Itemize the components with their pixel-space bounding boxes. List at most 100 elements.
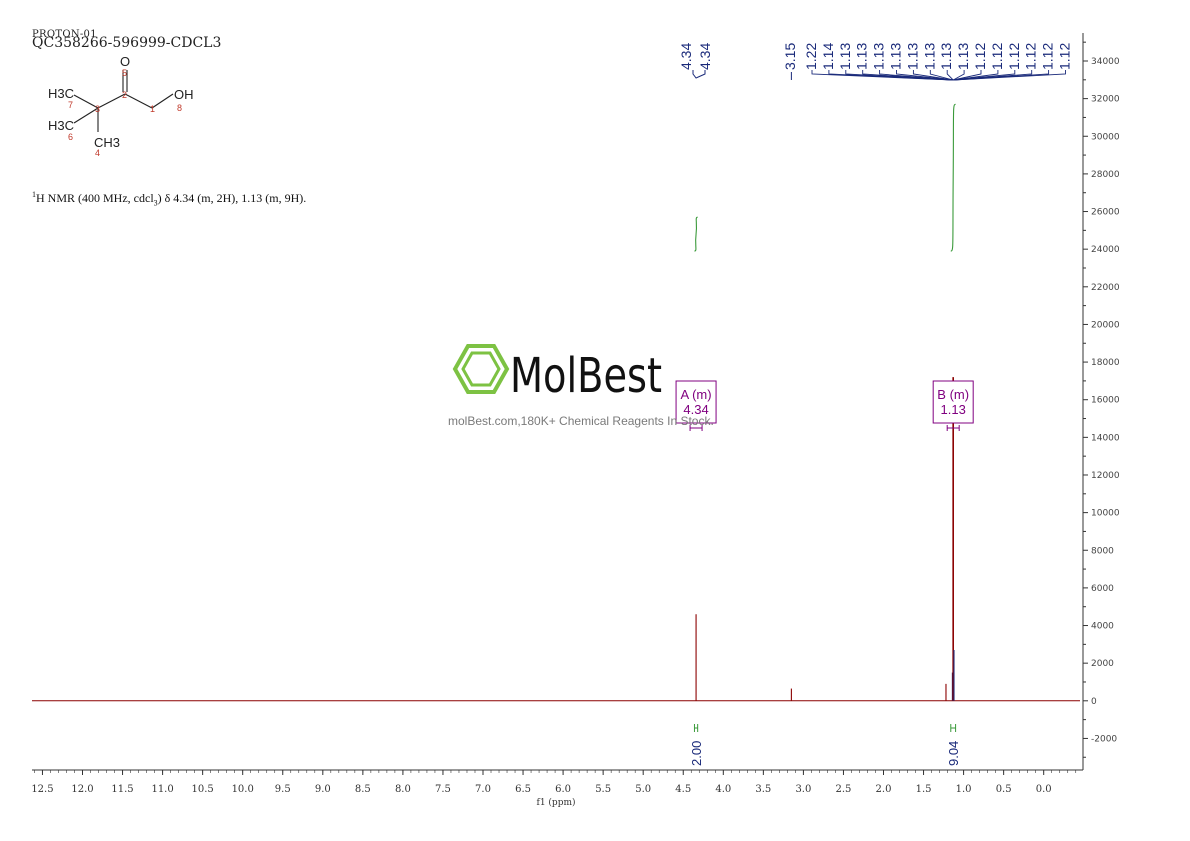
peak-label-connector <box>953 70 1066 81</box>
atom-num-7: 7 <box>68 100 73 110</box>
peak-label: 3.15 <box>782 43 798 70</box>
atom-o: O <box>120 54 130 69</box>
solvent-subscript: 3 <box>153 198 158 208</box>
peak-label: 1.12 <box>1023 43 1039 70</box>
atom-oh: OH <box>174 87 194 102</box>
integral-value: 2.00 <box>689 741 704 766</box>
y-tick-label: 8000 <box>1091 546 1114 556</box>
atom-num-8: 8 <box>177 103 182 113</box>
y-tick-label: 32000 <box>1091 95 1120 105</box>
atom-h3c-7: H3C <box>48 86 74 101</box>
y-tick-label: 20000 <box>1091 320 1120 330</box>
y-tick-label: 24000 <box>1091 245 1120 255</box>
peak-label: 1.13 <box>837 43 853 70</box>
x-tick-label: 0.5 <box>996 784 1012 795</box>
peak-label-connector <box>946 70 954 81</box>
multiplet-name: A (m) <box>681 387 712 402</box>
x-tick-label: 2.5 <box>835 784 851 795</box>
multiplet-shift: 4.34 <box>683 402 708 417</box>
integral-value: 9.04 <box>946 741 961 766</box>
x-tick-label: 3.5 <box>755 784 771 795</box>
benzene-outer-icon <box>452 344 510 394</box>
bond <box>124 93 153 109</box>
multiplet-name: B (m) <box>937 387 969 402</box>
peak-label: 1.12 <box>1006 43 1022 70</box>
y-tick-label: 0 <box>1091 697 1097 707</box>
integral-curve <box>950 103 956 252</box>
peak-label: 1.12 <box>972 43 988 70</box>
peak-label: 1.13 <box>938 43 954 70</box>
peak-label: 1.13 <box>921 43 937 70</box>
atom-num-4: 4 <box>95 148 100 158</box>
x-tick-label: 8.0 <box>395 784 411 795</box>
peak-label: 1.12 <box>989 43 1005 70</box>
y-tick-label: 34000 <box>1091 57 1120 67</box>
x-tick-label: 11.0 <box>151 784 173 795</box>
x-tick-label: 4.5 <box>675 784 691 795</box>
peak-label: 1.12 <box>1040 43 1056 70</box>
y-tick-label: -2000 <box>1091 734 1117 744</box>
peak-label: 4.34 <box>678 43 694 70</box>
experiment-label: PROTON-01 <box>32 29 97 40</box>
x-tick-label: 6.0 <box>555 784 571 795</box>
x-tick-label: 4.0 <box>715 784 731 795</box>
peak-label: 1.13 <box>955 43 971 70</box>
x-tick-label: 1.5 <box>916 784 932 795</box>
bond <box>73 94 99 109</box>
x-tick-label: 12.0 <box>71 784 93 795</box>
x-tick-label: 7.0 <box>475 784 491 795</box>
y-tick-label: 30000 <box>1091 132 1120 142</box>
y-tick-label: 26000 <box>1091 208 1120 218</box>
peak-label: 4.34 <box>697 43 713 70</box>
x-tick-label: 9.5 <box>275 784 291 795</box>
x-tick-label: 9.0 <box>315 784 331 795</box>
peak-label-connector <box>896 70 954 81</box>
atom-num-6: 6 <box>68 132 73 142</box>
logo-brand-text: MolBest <box>510 348 662 402</box>
x-tick-label: 5.5 <box>595 784 611 795</box>
x-tick-label: 7.5 <box>435 784 451 795</box>
integral-curve <box>694 216 698 252</box>
watermark-tagline: molBest.com,180K+ Chemical Reagents In S… <box>448 414 714 428</box>
x-tick-label: 3.0 <box>795 784 811 795</box>
peak-label-connector <box>929 70 954 81</box>
peak-label-connector <box>862 70 954 81</box>
y-tick-label: 16000 <box>1091 396 1120 406</box>
multiplet-box <box>675 380 717 424</box>
y-tick-label: 28000 <box>1091 170 1120 180</box>
nmr-desc-main: H NMR (400 MHz, cdcl <box>36 191 154 205</box>
peak-label: 1.12 <box>1057 43 1073 70</box>
peak-label-connector <box>692 70 706 79</box>
atom-num-2: 2 <box>122 90 127 100</box>
atom-num-5: 5 <box>122 68 127 78</box>
y-tick-label: 2000 <box>1091 659 1114 669</box>
peak-label-connector <box>912 70 954 81</box>
atom-ch3: CH3 <box>94 135 120 150</box>
atom-num-3: 3 <box>95 104 100 114</box>
x-tick-label: 8.5 <box>355 784 371 795</box>
peak-label: 1.13 <box>904 43 920 70</box>
y-tick-label: 4000 <box>1091 622 1114 632</box>
peak-label-connector <box>952 70 965 81</box>
x-tick-label: 0.0 <box>1036 784 1052 795</box>
nmr-description: 1H NMR (400 MHz, cdcl3) δ 4.34 (m, 2H), … <box>32 190 306 207</box>
peak-label: 1.14 <box>820 43 836 70</box>
x-tick-label: 11.5 <box>111 784 133 795</box>
x-tick-label: 12.5 <box>31 784 53 795</box>
peak-label: 1.13 <box>871 43 887 70</box>
x-axis-title: f1 (ppm) <box>537 797 576 808</box>
x-tick-label: 6.5 <box>515 784 531 795</box>
y-tick-label: 14000 <box>1091 433 1120 443</box>
bond <box>73 107 99 124</box>
peak-label-connector <box>953 70 999 81</box>
x-tick-label: 2.0 <box>876 784 892 795</box>
x-tick-label: 10.5 <box>192 784 214 795</box>
y-tick-label: 10000 <box>1091 509 1120 519</box>
nucleus-mass: 1 <box>32 190 36 199</box>
y-tick-label: 12000 <box>1091 471 1120 481</box>
y-tick-label: 18000 <box>1091 358 1120 368</box>
peak-label-connector <box>879 70 954 81</box>
multiplet-shift: 1.13 <box>941 402 966 417</box>
peak-label-connector <box>953 70 982 81</box>
